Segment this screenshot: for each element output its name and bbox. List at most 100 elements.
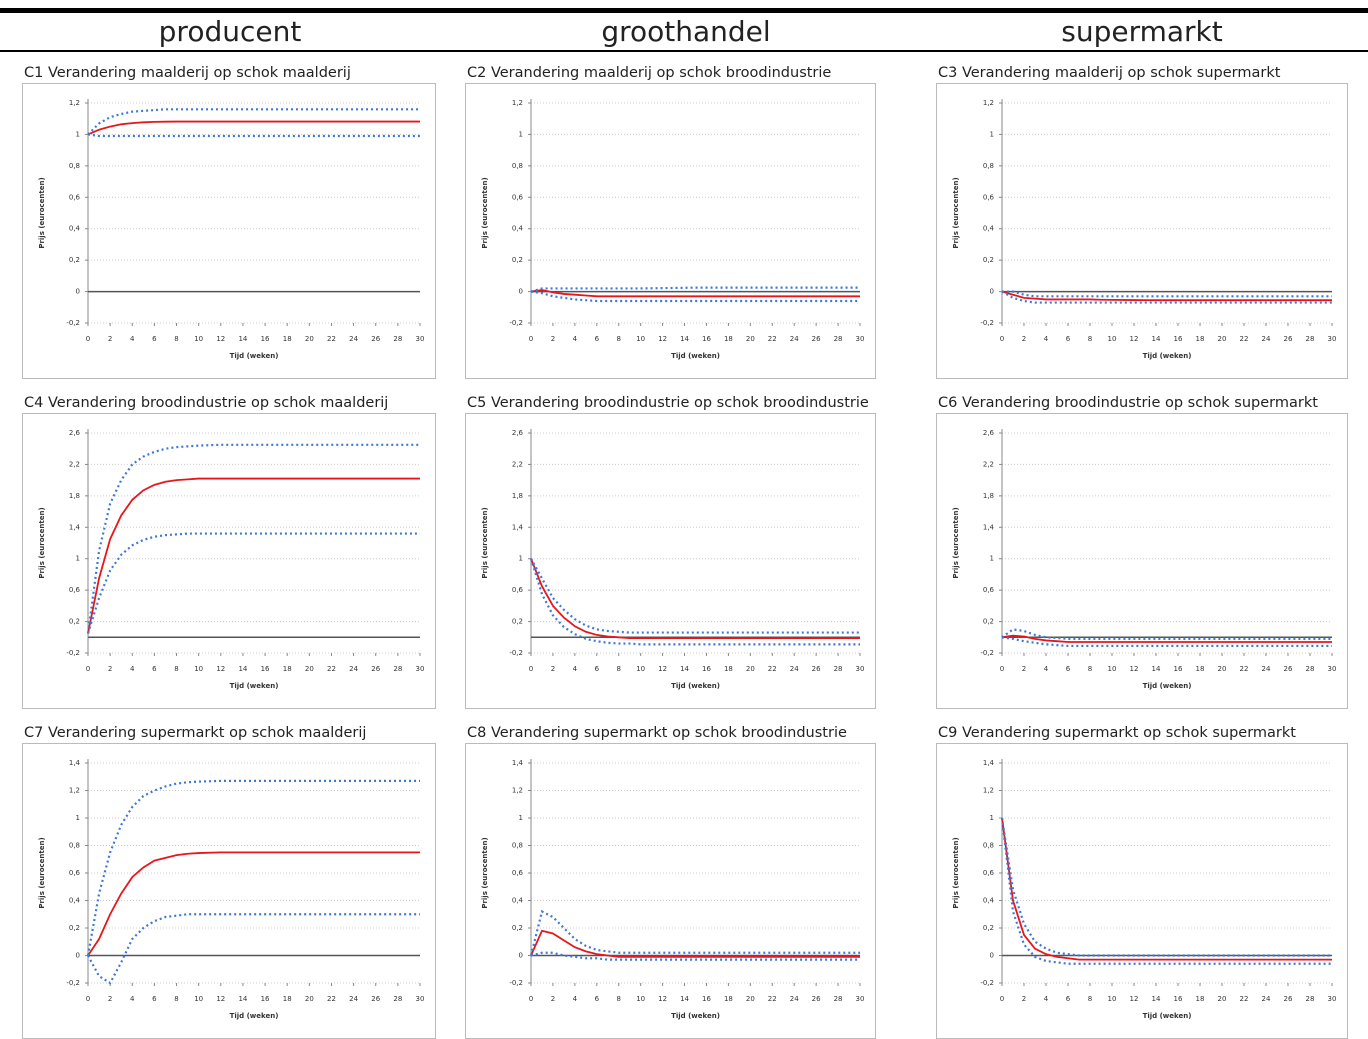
x-tick-label: 14 [238, 995, 247, 1003]
x-tick-label: 18 [724, 995, 733, 1003]
x-tick-label: 16 [702, 665, 711, 673]
y-tick-label: 0,6 [983, 586, 995, 594]
y-tick-label: 1 [519, 814, 523, 822]
chart-frame [936, 83, 1348, 379]
y-tick-label: 0,6 [512, 193, 524, 201]
x-tick-label: 2 [551, 665, 555, 673]
y-axis-label: Prijs (eurocenten) [481, 507, 489, 578]
x-tick-label: 6 [152, 335, 157, 343]
series-line [87, 120, 420, 136]
series-line [1001, 628, 1332, 640]
y-tick-label: 2,6 [983, 429, 995, 437]
x-axis-label: Tijd (weken) [671, 1012, 720, 1020]
x-tick-label: 2 [1022, 995, 1026, 1003]
chart-frame [22, 413, 436, 709]
x-tick-label: 10 [636, 995, 645, 1003]
x-tick-label: 26 [1284, 335, 1293, 343]
y-tick-label: 0,2 [983, 924, 994, 932]
y-tick-label: 0,8 [69, 162, 80, 170]
chart-title: C9 Verandering supermarkt op schok super… [938, 725, 1296, 741]
x-tick-label: 28 [834, 665, 843, 673]
x-tick-label: 12 [658, 995, 667, 1003]
y-tick-label: 0,4 [512, 897, 524, 905]
chart-frame [465, 83, 876, 379]
x-tick-label: 4 [130, 665, 135, 673]
x-axis-label: Tijd (weken) [230, 352, 279, 360]
x-tick-label: 16 [1174, 665, 1183, 673]
x-tick-label: 8 [174, 665, 178, 673]
y-tick-label: 1 [519, 555, 523, 563]
chart-title: C2 Verandering maalderij op schok broodi… [467, 65, 831, 81]
x-tick-label: 4 [573, 995, 578, 1003]
x-tick-label: 28 [834, 335, 843, 343]
x-tick-label: 0 [529, 995, 533, 1003]
column-header: producent [159, 15, 302, 48]
y-tick-label: 1,4 [69, 523, 81, 531]
x-tick-label: 8 [1088, 335, 1092, 343]
x-tick-label: 24 [790, 995, 799, 1003]
x-tick-label: 8 [616, 995, 620, 1003]
x-tick-label: 30 [416, 335, 425, 343]
x-tick-label: 2 [108, 665, 112, 673]
x-tick-label: 14 [680, 665, 689, 673]
x-tick-label: 12 [1130, 665, 1139, 673]
x-tick-label: 14 [1152, 995, 1161, 1003]
series-line [530, 929, 860, 958]
x-tick-label: 10 [636, 665, 645, 673]
series-line [1000, 817, 1332, 957]
chart-title: C5 Verandering broodindustrie op schok b… [467, 395, 869, 411]
y-tick-label: 0 [519, 952, 523, 960]
y-axis-label: Prijs (eurocenten) [38, 177, 46, 248]
series-line [530, 558, 860, 634]
x-tick-label: 0 [529, 665, 533, 673]
x-tick-label: 18 [1196, 995, 1205, 1003]
x-tick-label: 22 [1240, 995, 1249, 1003]
y-tick-label: 1,2 [983, 99, 994, 107]
chart-title: C1 Verandering maalderij op schok maalde… [24, 65, 351, 81]
x-tick-label: 20 [746, 665, 755, 673]
x-tick-label: 0 [1000, 665, 1004, 673]
x-tick-label: 24 [349, 995, 358, 1003]
header-rule [0, 50, 1368, 52]
y-tick-label: 1,2 [983, 787, 994, 795]
y-tick-label: 2,2 [512, 460, 523, 468]
x-tick-label: 26 [812, 995, 821, 1003]
y-tick-label: -0,2 [66, 319, 80, 327]
x-tick-label: 2 [551, 995, 555, 1003]
x-tick-label: 22 [768, 665, 777, 673]
x-axis-label: Tijd (weken) [230, 682, 279, 690]
x-axis-label: Tijd (weken) [1143, 352, 1192, 360]
x-tick-label: 14 [680, 335, 689, 343]
x-tick-label: 16 [261, 335, 270, 343]
x-tick-label: 22 [1240, 335, 1249, 343]
y-tick-label: 0,6 [512, 869, 524, 877]
y-tick-label: 2,6 [512, 429, 524, 437]
y-tick-label: 1,4 [512, 759, 524, 767]
x-tick-label: 10 [194, 335, 203, 343]
x-tick-label: 30 [416, 665, 425, 673]
y-tick-label: 1,2 [69, 99, 80, 107]
y-tick-label: 0,6 [69, 193, 81, 201]
x-tick-label: 12 [216, 995, 225, 1003]
x-tick-label: 2 [551, 335, 555, 343]
y-tick-label: -0,2 [509, 649, 523, 657]
x-axis-label: Tijd (weken) [1143, 682, 1192, 690]
x-tick-label: 6 [595, 665, 600, 673]
x-tick-label: 6 [1066, 665, 1071, 673]
y-tick-label: 1 [990, 130, 994, 138]
series-line [87, 913, 420, 985]
series-line [1001, 634, 1332, 643]
x-tick-label: 18 [724, 335, 733, 343]
y-tick-label: 1,4 [69, 759, 81, 767]
x-tick-label: 16 [702, 335, 711, 343]
x-tick-label: 2 [1022, 665, 1026, 673]
y-tick-label: 1 [519, 130, 523, 138]
series-line [530, 289, 860, 298]
x-tick-label: 30 [856, 995, 865, 1003]
y-axis-label: Prijs (eurocenten) [38, 837, 46, 908]
series-line [86, 532, 420, 634]
chart-title: C4 Verandering broodindustrie op schok m… [24, 395, 388, 411]
x-tick-label: 8 [616, 335, 620, 343]
x-tick-label: 12 [1130, 335, 1139, 343]
x-tick-label: 22 [327, 335, 336, 343]
